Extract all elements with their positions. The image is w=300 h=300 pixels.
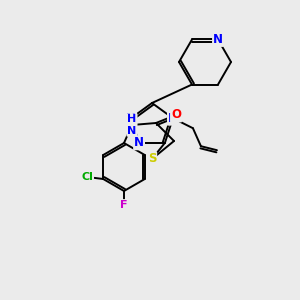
Text: Cl: Cl (81, 172, 93, 182)
Text: S: S (148, 152, 156, 166)
Text: H
N: H N (128, 114, 136, 136)
Text: O: O (171, 109, 181, 122)
Text: F: F (120, 200, 128, 210)
Text: N: N (134, 136, 144, 149)
Text: N: N (126, 112, 136, 125)
Text: N: N (168, 112, 178, 125)
Text: N: N (213, 33, 223, 46)
